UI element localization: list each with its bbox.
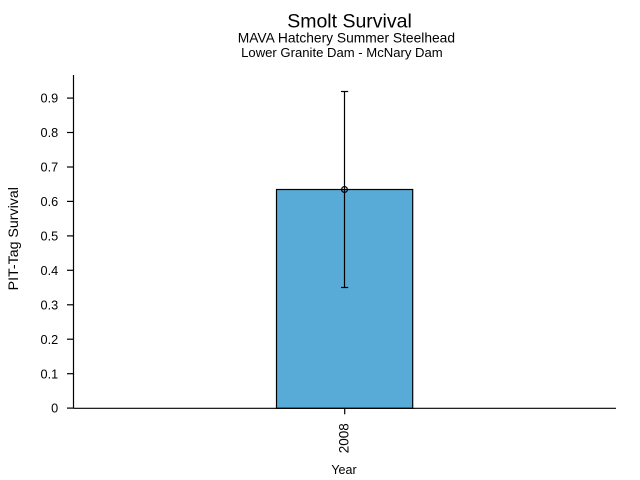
svg-text:MAVA Hatchery Summer Steelhead: MAVA Hatchery Summer Steelhead <box>238 30 455 45</box>
svg-text:0.1: 0.1 <box>41 367 59 381</box>
svg-text:Smolt Survival: Smolt Survival <box>287 11 412 33</box>
svg-text:0.8: 0.8 <box>41 126 59 140</box>
svg-text:PIT-Tag Survival: PIT-Tag Survival <box>6 187 22 290</box>
svg-text:0.3: 0.3 <box>41 298 59 312</box>
svg-text:Lower Granite Dam - McNary Dam: Lower Granite Dam - McNary Dam <box>241 45 443 60</box>
svg-text:0.4: 0.4 <box>41 264 59 278</box>
svg-text:Year: Year <box>331 463 356 477</box>
svg-text:0.6: 0.6 <box>41 195 59 209</box>
svg-text:2008: 2008 <box>337 423 352 453</box>
svg-text:0.7: 0.7 <box>41 161 59 175</box>
svg-text:0.5: 0.5 <box>41 230 59 244</box>
svg-text:0.9: 0.9 <box>41 92 59 106</box>
svg-text:0.2: 0.2 <box>41 333 59 347</box>
svg-text:0: 0 <box>51 402 58 416</box>
